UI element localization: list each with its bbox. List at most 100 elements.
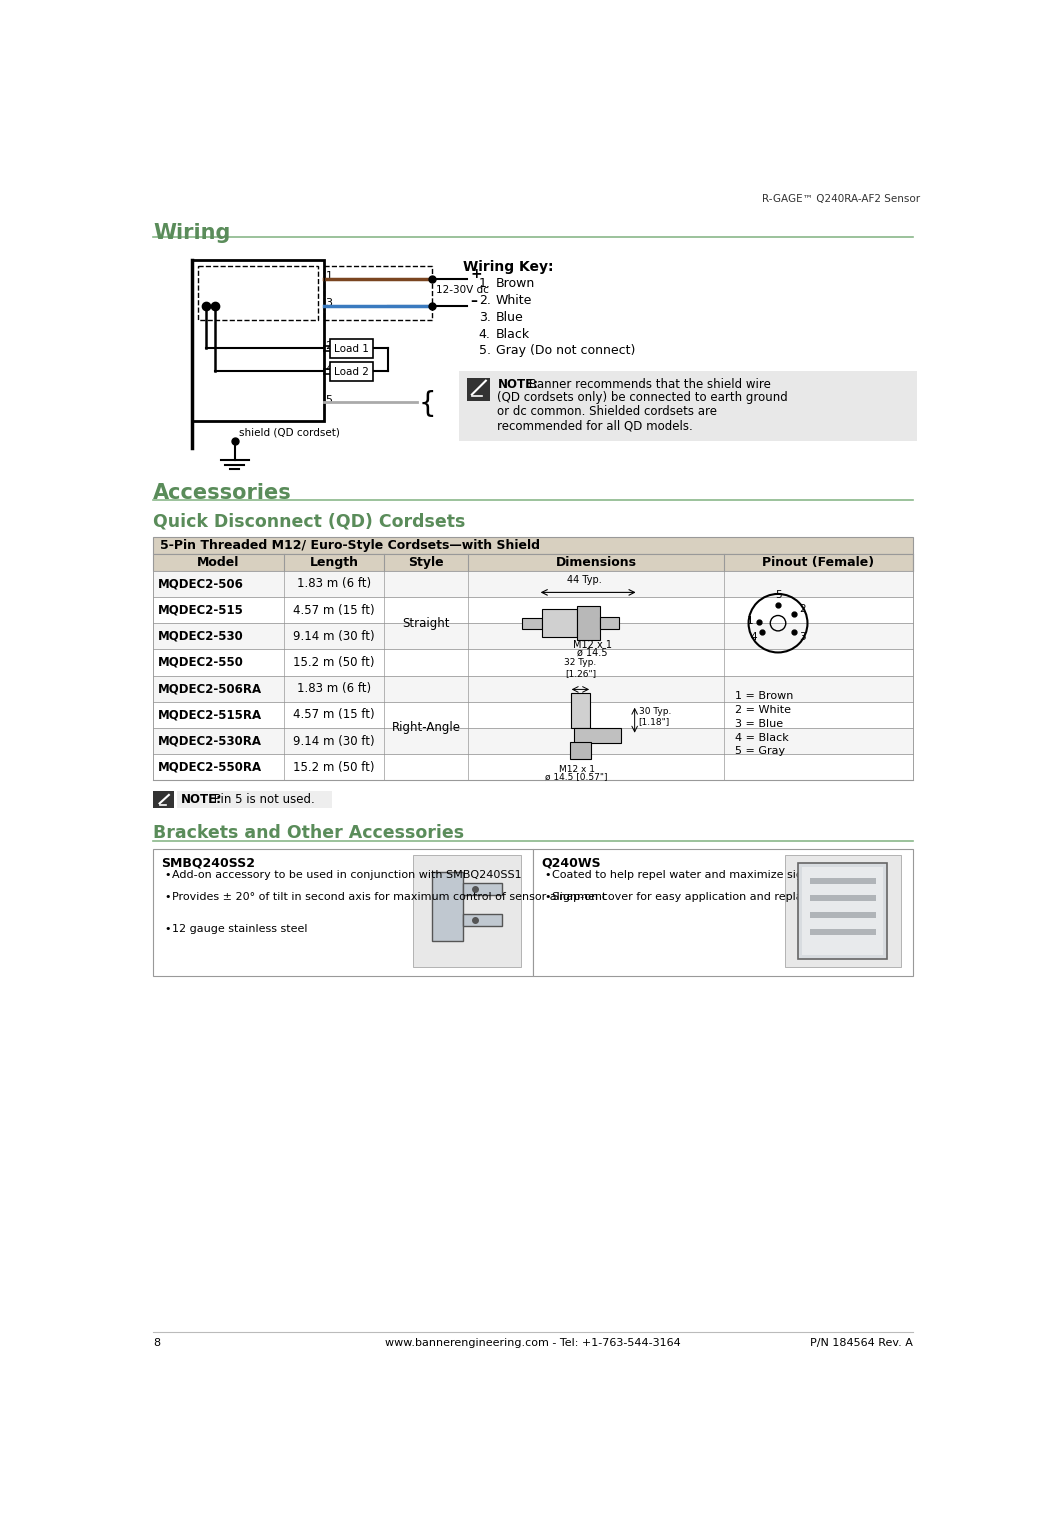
Text: 1: 1 <box>326 271 332 282</box>
Text: Q240WS: Q240WS <box>541 856 601 870</box>
Bar <box>153 649 913 676</box>
Bar <box>153 597 913 623</box>
Text: 15.2 m (50 ft): 15.2 m (50 ft) <box>294 760 375 774</box>
Text: 2 = White: 2 = White <box>735 705 791 714</box>
Text: 12-30V dc: 12-30V dc <box>436 285 489 295</box>
Text: •: • <box>164 892 171 902</box>
Text: M12 x 1: M12 x 1 <box>559 765 594 774</box>
Text: Length: Length <box>309 556 358 570</box>
Text: Coated to help repel water and maximize signal strength: Coated to help repel water and maximize … <box>552 870 870 880</box>
Text: Banner recommends that the shield wire: Banner recommends that the shield wire <box>525 378 770 390</box>
Text: Load 2: Load 2 <box>333 367 369 378</box>
Bar <box>810 879 875 885</box>
Text: Dimensions: Dimensions <box>556 556 636 570</box>
Text: MQDEC2-515RA: MQDEC2-515RA <box>158 708 262 722</box>
Text: Pin 5 is not used.: Pin 5 is not used. <box>210 793 314 806</box>
Text: 1.83 m (6 ft): 1.83 m (6 ft) <box>297 682 371 694</box>
Bar <box>572 693 589 728</box>
Text: 1.: 1. <box>479 277 490 289</box>
Text: •: • <box>544 892 551 902</box>
Text: •: • <box>544 870 551 880</box>
Text: 4.57 m (15 ft): 4.57 m (15 ft) <box>294 708 375 722</box>
Text: 2.: 2. <box>479 294 490 306</box>
Bar <box>324 267 432 320</box>
Text: ø 14.5 [0.57"]: ø 14.5 [0.57"] <box>545 772 608 781</box>
Bar <box>153 554 913 571</box>
Text: 4.: 4. <box>479 327 490 341</box>
Bar <box>330 362 373 381</box>
Text: 2: 2 <box>326 341 332 350</box>
Bar <box>153 790 174 809</box>
Bar <box>467 378 490 401</box>
Bar <box>600 617 619 629</box>
Text: Wiring Key:: Wiring Key: <box>463 260 554 274</box>
Text: 5: 5 <box>775 591 782 600</box>
Text: SMBQ240SS2: SMBQ240SS2 <box>161 856 255 870</box>
Text: 5-Pin Threaded M12/ Euro-Style Cordsets—with Shield: 5-Pin Threaded M12/ Euro-Style Cordsets—… <box>159 539 539 551</box>
Text: MQDEC2-506RA: MQDEC2-506RA <box>158 682 262 694</box>
Text: ø 14.5: ø 14.5 <box>577 647 607 658</box>
Bar <box>153 676 913 702</box>
Text: +: + <box>471 268 482 282</box>
Text: 5 = Gray: 5 = Gray <box>735 746 786 757</box>
Bar <box>463 914 502 926</box>
Bar <box>199 267 318 320</box>
Text: White: White <box>496 294 532 306</box>
Text: or dc common. Shielded cordsets are: or dc common. Shielded cordsets are <box>498 405 717 419</box>
Text: Snap-on cover for easy application and replacement: Snap-on cover for easy application and r… <box>552 892 844 902</box>
Bar <box>459 372 917 440</box>
Text: MQDEC2-550RA: MQDEC2-550RA <box>158 760 262 774</box>
Text: 3: 3 <box>326 299 332 308</box>
Text: 5.: 5. <box>479 344 491 358</box>
Text: shield (QD cordset): shield (QD cordset) <box>238 428 339 437</box>
Text: 1 = Brown: 1 = Brown <box>735 691 794 701</box>
Text: 3 = Blue: 3 = Blue <box>735 719 784 728</box>
Text: 8: 8 <box>153 1337 160 1348</box>
Bar <box>810 896 875 902</box>
Text: Accessories: Accessories <box>153 483 293 503</box>
Text: Provides ± 20° of tilt in second axis for maximum control of sensor alignment: Provides ± 20° of tilt in second axis fo… <box>172 892 606 902</box>
Bar <box>432 871 463 941</box>
Text: (QD cordsets only) be connected to earth ground: (QD cordsets only) be connected to earth… <box>498 391 788 405</box>
Text: 2: 2 <box>798 605 806 614</box>
Bar <box>541 609 577 637</box>
Bar <box>153 623 913 649</box>
Text: NOTE:: NOTE: <box>498 378 538 390</box>
Bar <box>577 606 600 640</box>
Bar <box>413 854 522 967</box>
Text: 5: 5 <box>326 394 332 405</box>
Text: Black: Black <box>496 327 530 341</box>
Text: 4 = Black: 4 = Black <box>735 733 789 743</box>
Text: R-GAGE™ Q240RA-AF2 Sensor: R-GAGE™ Q240RA-AF2 Sensor <box>762 193 920 204</box>
Bar <box>153 728 913 754</box>
Text: Blue: Blue <box>496 311 524 323</box>
Text: 4: 4 <box>326 364 332 373</box>
Text: MQDEC2-530: MQDEC2-530 <box>158 631 244 643</box>
Text: Style: Style <box>408 556 445 570</box>
Text: –: – <box>471 294 478 308</box>
Text: Gray (Do not connect): Gray (Do not connect) <box>496 344 635 358</box>
Text: Pinout (Female): Pinout (Female) <box>762 556 874 570</box>
Text: {: { <box>418 390 436 417</box>
Bar <box>153 848 533 976</box>
Bar <box>802 867 884 955</box>
Bar <box>330 340 373 358</box>
Bar <box>153 538 913 554</box>
Text: Quick Disconnect (QD) Cordsets: Quick Disconnect (QD) Cordsets <box>153 512 465 530</box>
Bar <box>177 790 332 809</box>
Text: 3: 3 <box>798 632 806 643</box>
Text: Model: Model <box>198 556 239 570</box>
Text: www.bannerengineering.com - Tel: +1-763-544-3164: www.bannerengineering.com - Tel: +1-763-… <box>385 1337 681 1348</box>
Text: •: • <box>164 924 171 934</box>
Text: 32 Typ.
[1.26"]: 32 Typ. [1.26"] <box>564 658 596 678</box>
Bar <box>193 260 324 422</box>
Text: Straight: Straight <box>403 617 450 629</box>
Text: 30 Typ.
[1.18"]: 30 Typ. [1.18"] <box>638 707 670 726</box>
Text: 15.2 m (50 ft): 15.2 m (50 ft) <box>294 656 375 669</box>
Text: MQDEC2-515: MQDEC2-515 <box>158 603 244 617</box>
Text: P/N 184564 Rev. A: P/N 184564 Rev. A <box>810 1337 913 1348</box>
Text: Brackets and Other Accessories: Brackets and Other Accessories <box>153 824 464 842</box>
Bar <box>785 854 902 967</box>
Bar <box>810 929 875 935</box>
Text: Brown: Brown <box>496 277 535 289</box>
